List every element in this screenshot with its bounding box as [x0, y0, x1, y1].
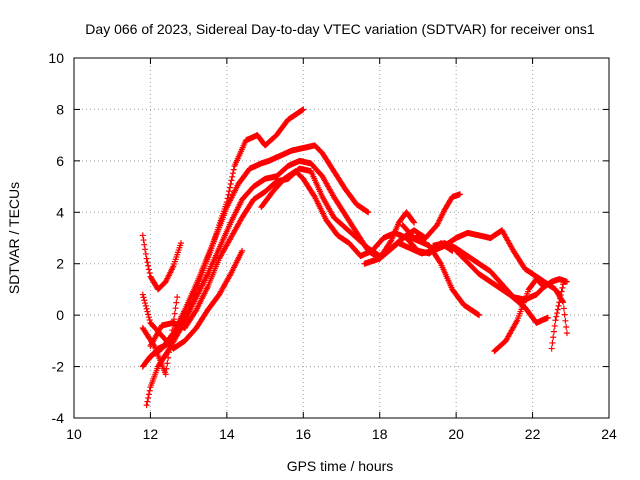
series-trace-14 — [491, 276, 548, 355]
x-tick-label: 20 — [448, 426, 464, 442]
series-markers — [399, 191, 463, 241]
series-markers — [548, 281, 567, 352]
x-tick-label: 18 — [372, 426, 388, 442]
x-tick-label: 14 — [219, 426, 235, 442]
y-axis-label: SDTVAR / TECUs — [6, 182, 22, 294]
y-tick-label: 0 — [56, 307, 64, 323]
chart-title: Day 066 of 2023, Sidereal Day-to-day VTE… — [85, 21, 595, 37]
y-tick-label: 4 — [56, 204, 64, 220]
y-tick-label: 2 — [56, 256, 64, 272]
y-tick-label: -4 — [52, 410, 65, 426]
data-series — [139, 106, 570, 409]
y-tick-label: 6 — [56, 153, 64, 169]
series-markers — [143, 157, 418, 365]
series-markers — [147, 165, 429, 349]
series-trace-7 — [139, 294, 181, 378]
series-trace-13 — [445, 240, 551, 326]
series-markers — [139, 232, 184, 293]
x-tick-label: 12 — [143, 426, 159, 442]
x-tick-label: 22 — [525, 426, 541, 442]
series-markers — [139, 294, 181, 378]
series-trace-1 — [139, 232, 184, 293]
series-trace-4 — [143, 157, 418, 365]
x-tick-label: 24 — [601, 426, 617, 442]
series-trace-15 — [548, 281, 567, 352]
x-axis-label: GPS time / hours — [287, 458, 394, 474]
series-trace-6 — [139, 247, 246, 352]
y-tick-label: 10 — [48, 50, 64, 66]
y-tick-label: -2 — [52, 359, 65, 375]
x-tick-label: 10 — [66, 426, 82, 442]
plot-frame — [73, 57, 610, 419]
series-trace-5 — [147, 165, 429, 349]
series-markers — [445, 240, 551, 326]
series-trace-10 — [399, 191, 463, 241]
series-markers — [139, 247, 246, 352]
series-markers — [491, 276, 548, 355]
x-tick-label: 16 — [295, 426, 311, 442]
y-tick-label: 8 — [56, 101, 64, 117]
